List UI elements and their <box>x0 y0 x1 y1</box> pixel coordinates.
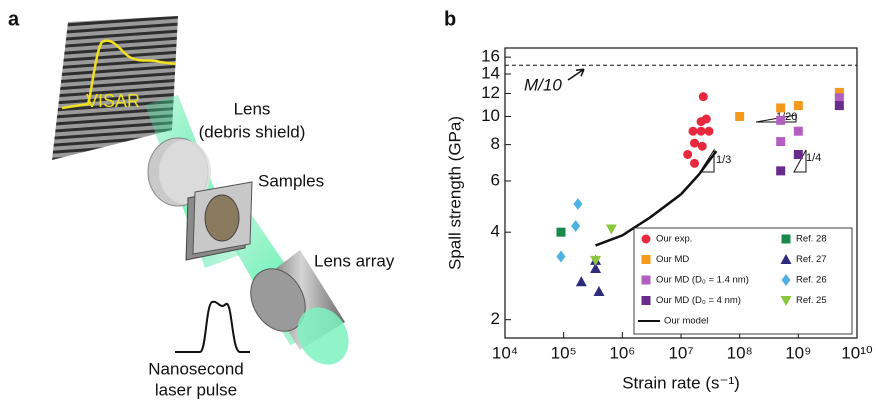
legend-label: Ref. 28 <box>796 234 827 245</box>
y-tick-label: 6 <box>491 170 500 189</box>
legend-label: Our exp. <box>656 234 692 245</box>
illustration: VISAR Lens (debris shield) Samples Lens … <box>52 16 395 399</box>
point <box>793 126 803 136</box>
pulse-label: Nanosecond <box>148 359 243 378</box>
point <box>834 93 844 103</box>
point <box>701 114 711 124</box>
legend-label: Ref. 25 <box>796 295 827 306</box>
point <box>834 87 844 97</box>
legend-marker <box>641 234 651 244</box>
slope-label: 1/4 <box>806 152 821 164</box>
legend-marker <box>641 275 651 285</box>
slope-label: 1/3 <box>716 154 731 166</box>
point <box>593 286 605 297</box>
lens-array <box>250 268 306 332</box>
point <box>776 137 786 147</box>
x-tick-label: 10⁴ <box>492 343 518 362</box>
lens <box>159 140 211 204</box>
slope-triangle <box>755 114 797 123</box>
legend-marker <box>641 255 651 264</box>
point <box>571 220 581 233</box>
lens-label: Lens <box>234 99 271 118</box>
point <box>556 227 566 237</box>
point <box>704 126 714 136</box>
panel-label: b <box>444 8 456 30</box>
x-axis-label: Strain rate (s⁻¹) <box>622 373 740 392</box>
legend-marker <box>780 296 792 306</box>
legend-marker <box>641 296 651 305</box>
point <box>688 126 698 136</box>
model-line <box>595 150 718 247</box>
visar-label: VISAR <box>86 91 140 111</box>
legend-box <box>633 227 853 335</box>
point <box>776 115 786 125</box>
x-tick-label: 10⁸ <box>727 343 753 362</box>
samples-label: Samples <box>258 171 324 190</box>
legend-label: Our MD <box>656 254 689 265</box>
sample-disk <box>204 194 240 242</box>
pulse-shape <box>175 300 250 353</box>
x-tick-label: 10¹⁰ <box>841 343 873 362</box>
legend-marker <box>780 254 792 264</box>
point <box>590 262 602 273</box>
point <box>776 166 786 176</box>
pulse-label: laser pulse <box>155 380 237 399</box>
point <box>575 276 587 287</box>
point <box>690 138 700 148</box>
legend-marker <box>781 274 791 286</box>
slope-triangle <box>699 148 715 173</box>
lens-array-output <box>297 307 349 365</box>
point <box>697 141 707 151</box>
legend-marker <box>781 234 791 244</box>
legend-label: Our MD (D₀ = 1.4 nm) <box>656 275 749 286</box>
legend-label: Our MD (D₀ = 4 nm) <box>656 295 741 306</box>
point <box>793 149 803 159</box>
lens-array-label: Lens array <box>314 251 395 270</box>
point <box>793 101 803 111</box>
y-tick-label: 14 <box>481 63 500 82</box>
lens-note: (debris shield) <box>199 122 306 141</box>
visar-image <box>52 16 178 160</box>
y-tick-label: 8 <box>491 134 500 153</box>
x-tick-label: 10⁷ <box>668 343 693 362</box>
legend-label: Our model <box>664 316 708 327</box>
point <box>590 255 602 266</box>
x-tick-label: 10⁵ <box>551 343 577 362</box>
point <box>683 149 693 159</box>
point <box>834 101 844 111</box>
point <box>573 197 583 210</box>
arrow <box>567 68 585 81</box>
y-axis-label: Spall strength (GPa) <box>445 116 464 270</box>
y-tick-label: 12 <box>481 83 500 102</box>
x-tick-label: 10⁶ <box>609 343 635 362</box>
y-tick-label: 4 <box>491 222 500 241</box>
x-tick-label: 10⁹ <box>785 343 811 362</box>
point <box>556 250 566 263</box>
legend-label: Ref. 27 <box>796 254 827 265</box>
point <box>696 126 706 136</box>
y-tick-label: 10 <box>481 106 500 125</box>
panel-label: a <box>8 8 20 30</box>
point <box>735 111 745 121</box>
visar-trace <box>61 39 177 110</box>
slope-triangle <box>793 149 807 173</box>
point <box>698 92 708 102</box>
reference-label: M/10 <box>524 75 562 94</box>
point <box>605 224 617 235</box>
y-tick-label: 16 <box>481 47 500 66</box>
y-tick-label: 2 <box>491 309 500 328</box>
point <box>776 103 786 113</box>
legend-label: Ref. 26 <box>796 275 827 286</box>
point <box>690 158 700 168</box>
